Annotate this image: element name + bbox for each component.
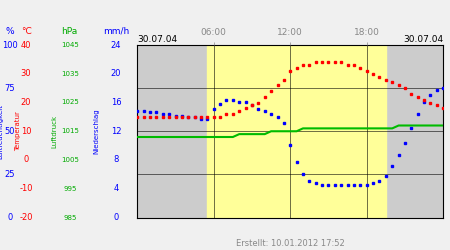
Text: 30: 30 <box>21 69 32 78</box>
Text: 1025: 1025 <box>61 100 79 105</box>
Text: 8: 8 <box>113 156 119 164</box>
Text: 4: 4 <box>113 184 119 193</box>
Text: 985: 985 <box>63 214 76 220</box>
Text: 1005: 1005 <box>61 157 79 163</box>
Text: 25: 25 <box>4 170 15 179</box>
Text: 20: 20 <box>21 98 32 107</box>
Text: 0: 0 <box>23 156 29 164</box>
Text: 1035: 1035 <box>61 71 79 77</box>
Text: Luftfeuchtigkeit: Luftfeuchtigkeit <box>0 104 4 159</box>
Text: 50: 50 <box>4 127 15 136</box>
Text: -20: -20 <box>19 213 33 222</box>
Text: %: % <box>5 27 14 36</box>
Text: 30.07.04: 30.07.04 <box>403 35 443 44</box>
Text: mm/h: mm/h <box>103 27 129 36</box>
Text: °C: °C <box>21 27 32 36</box>
Text: 12: 12 <box>111 127 122 136</box>
Text: 1015: 1015 <box>61 128 79 134</box>
Text: 24: 24 <box>111 40 122 50</box>
Text: 995: 995 <box>63 186 76 192</box>
Text: Luftdruck: Luftdruck <box>51 115 57 148</box>
Text: 0: 0 <box>113 213 119 222</box>
Text: Niederschlag: Niederschlag <box>94 108 100 154</box>
Text: hPa: hPa <box>62 27 78 36</box>
Text: 40: 40 <box>21 40 32 50</box>
Text: 20: 20 <box>111 69 122 78</box>
Text: 75: 75 <box>4 84 15 92</box>
Text: 0: 0 <box>7 213 13 222</box>
Bar <box>207 45 386 218</box>
Text: Erstellt: 10.01.2012 17:52: Erstellt: 10.01.2012 17:52 <box>236 238 345 248</box>
Text: Temperatur: Temperatur <box>15 111 21 151</box>
Text: 100: 100 <box>2 40 18 50</box>
Text: -10: -10 <box>19 184 33 193</box>
Text: 1045: 1045 <box>61 42 79 48</box>
Text: 30.07.04: 30.07.04 <box>137 35 177 44</box>
Text: 10: 10 <box>21 127 32 136</box>
Text: 16: 16 <box>111 98 122 107</box>
